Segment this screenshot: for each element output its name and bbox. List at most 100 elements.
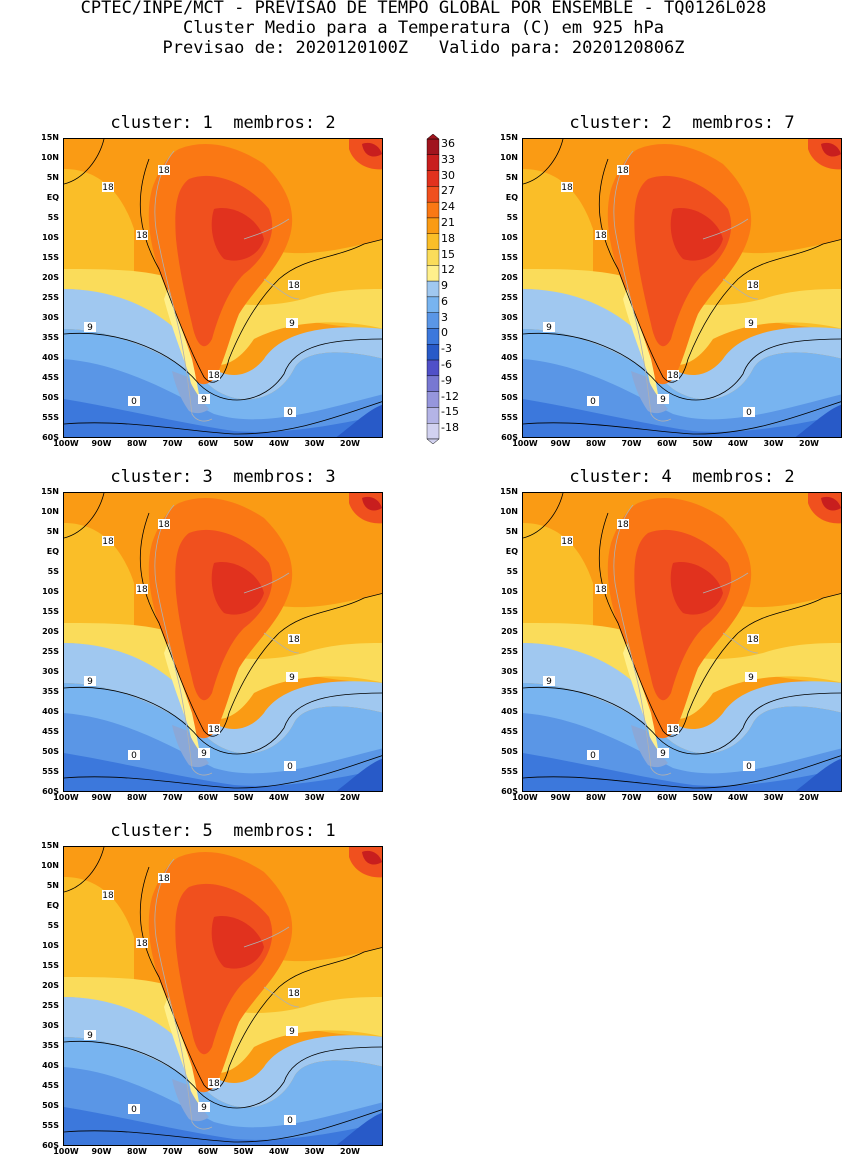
svg-text:18: 18 <box>102 891 114 901</box>
latitude-label: 10N <box>500 153 518 162</box>
header-line-3: Previsao de: 2020120100Z Valido para: 20… <box>162 38 685 58</box>
contour-label: 18 <box>136 938 148 949</box>
colorbar-level-label: 6 <box>441 294 448 308</box>
colorbar-level-label: -3 <box>441 342 452 356</box>
contour-label: 18 <box>617 165 629 176</box>
longitude-label: 50W <box>233 793 254 802</box>
contour-label: 9 <box>286 1026 298 1037</box>
svg-text:18: 18 <box>288 989 300 999</box>
contour-label: 18 <box>561 182 573 193</box>
contour-label: 18 <box>595 584 607 595</box>
latitude-label: 15S <box>42 253 59 262</box>
svg-text:18: 18 <box>667 725 679 735</box>
latitude-label: 60S <box>501 433 518 442</box>
contour-label: 18 <box>561 536 573 547</box>
longitude-label: 80W <box>586 439 606 448</box>
contour-label: 18 <box>158 165 170 176</box>
panel-title: cluster: 3 membros: 3 <box>110 467 336 487</box>
latitude-label: 10S <box>501 233 518 242</box>
temperature-map: 18 18 18 18 18 9 9 9 0 0 <box>63 138 383 438</box>
latitude-label: 5N <box>505 527 518 536</box>
latitude-label: 5S <box>506 213 518 222</box>
colorbar-level-label: -18 <box>441 421 459 435</box>
longitude-label: 40W <box>269 1147 289 1156</box>
longitude-label: 90W <box>550 439 571 448</box>
latitude-label: 30S <box>42 667 59 676</box>
latitude-label: EQ <box>46 547 59 556</box>
header-line-1: CPTEC/INPE/MCT - PREVISAO DE TEMPO GLOBA… <box>80 0 767 18</box>
latitude-label: 15N <box>41 841 59 850</box>
longitude-label: 80W <box>127 1147 147 1156</box>
contour-label: 18 <box>158 519 170 530</box>
colorbar-swatch <box>426 233 440 250</box>
colorbar-level-label: -12 <box>441 389 459 403</box>
longitude-label: 60W <box>657 439 677 448</box>
svg-text:18: 18 <box>595 585 607 595</box>
colorbar-swatch <box>426 296 440 313</box>
svg-text:18: 18 <box>136 231 148 241</box>
svg-text:18: 18 <box>288 281 300 291</box>
contour-label: 18 <box>747 280 759 291</box>
svg-text:18: 18 <box>136 585 148 595</box>
longitude-label: 100W <box>512 793 538 802</box>
contour-label: 9 <box>745 672 757 683</box>
contour-label: 18 <box>288 988 300 999</box>
contour-label: 9 <box>286 318 298 329</box>
contour-label: 9 <box>543 676 555 687</box>
colorbar-swatch <box>426 359 440 377</box>
svg-text:0: 0 <box>590 751 596 761</box>
latitude-label: 30S <box>42 1021 59 1030</box>
latitude-label: 55S <box>42 1121 59 1130</box>
latitude-label: 45S <box>42 1081 59 1090</box>
panel-title: cluster: 5 membros: 1 <box>110 821 336 841</box>
map-canvas: 18 18 18 18 18 9 9 9 0 0 <box>64 847 382 1145</box>
latitude-label: 50S <box>42 1101 59 1110</box>
svg-text:9: 9 <box>87 677 93 687</box>
contour-label: 0 <box>284 761 296 772</box>
svg-text:9: 9 <box>660 749 666 759</box>
latitude-label: EQ <box>46 193 59 202</box>
svg-text:9: 9 <box>748 319 754 329</box>
latitude-label: 5N <box>46 881 59 890</box>
latitude-label: 45S <box>501 373 518 382</box>
map-canvas: 18 18 18 18 18 9 9 9 0 0 <box>64 493 382 791</box>
longitude-label: 70W <box>621 793 642 802</box>
latitude-label: 40S <box>501 707 518 716</box>
colorbar-bottom-arrow <box>426 438 440 445</box>
longitude-label: 80W <box>127 439 147 448</box>
contour-label: 18 <box>208 370 220 381</box>
svg-text:18: 18 <box>667 371 679 381</box>
svg-text:18: 18 <box>208 725 220 735</box>
svg-text:18: 18 <box>561 183 573 193</box>
latitude-label: 20S <box>501 273 518 282</box>
svg-text:9: 9 <box>201 749 207 759</box>
colorbar-level-label: 18 <box>441 231 455 245</box>
longitude-label: 50W <box>233 439 254 448</box>
temperature-map: 18 18 18 18 18 9 9 9 0 0 <box>522 492 842 792</box>
contour-label: 9 <box>198 748 210 759</box>
svg-text:18: 18 <box>136 939 148 949</box>
colorbar-swatch <box>426 391 440 408</box>
colorbar-swatch <box>426 249 440 266</box>
colorbar-swatch <box>426 186 440 203</box>
svg-text:0: 0 <box>287 1116 293 1126</box>
latitude-label: 50S <box>42 393 59 402</box>
colorbar-level-label: -15 <box>441 405 459 419</box>
latitude-label: 20S <box>501 627 518 636</box>
latitude-label: 10S <box>42 587 59 596</box>
contour-label: 9 <box>657 394 669 405</box>
latitude-label: 5S <box>47 567 59 576</box>
contour-label: 18 <box>617 519 629 530</box>
latitude-label: 35S <box>42 687 59 696</box>
colorbar-swatch <box>426 407 440 424</box>
longitude-label: 50W <box>692 793 713 802</box>
contour-label: 18 <box>667 724 679 735</box>
svg-text:0: 0 <box>131 1105 137 1115</box>
map-canvas: 18 18 18 18 18 9 9 9 0 0 <box>523 139 841 437</box>
svg-text:9: 9 <box>660 395 666 405</box>
colorbar-swatch <box>426 138 440 155</box>
colorbar <box>426 133 440 448</box>
longitude-label: 60W <box>657 793 677 802</box>
svg-text:18: 18 <box>102 537 114 547</box>
contour-label: 0 <box>128 1104 140 1115</box>
